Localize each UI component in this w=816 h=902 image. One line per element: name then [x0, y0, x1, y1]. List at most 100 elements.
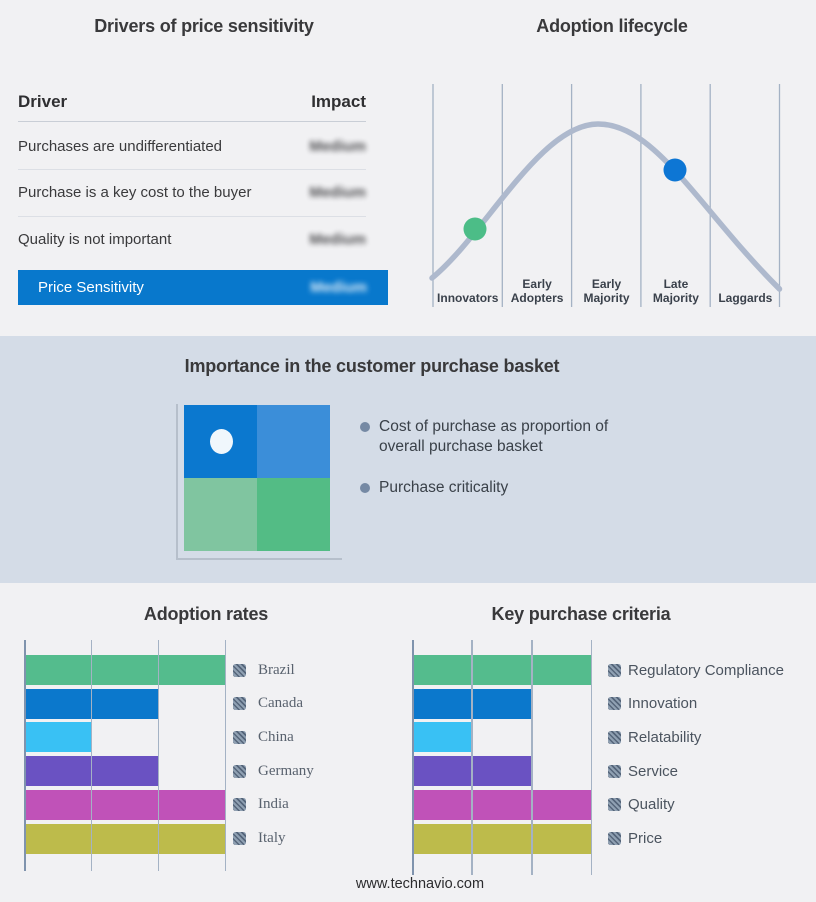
- chart-gridline: [91, 640, 93, 871]
- bell-curve: [429, 121, 783, 292]
- chart-axis-line: [411, 640, 414, 875]
- legend-item: Quality: [608, 796, 675, 814]
- late-majority-stage-dot: [663, 158, 687, 182]
- legend-label: Quality: [628, 796, 675, 814]
- stage-label: Early Adopters: [510, 277, 564, 305]
- legend-item: Relatability: [608, 728, 702, 746]
- purchase-basket-matrix: [184, 405, 330, 551]
- bar-relatability: [412, 722, 472, 753]
- price-sensitivity-label: Price Sensitivity: [38, 279, 144, 296]
- matrix-quadrant: [257, 405, 330, 478]
- legend-label: India: [258, 796, 289, 813]
- legend-label: Service: [628, 762, 679, 780]
- adoption-rates-title: Adoption rates: [143, 604, 269, 624]
- purchase-basket-band: [0, 336, 816, 583]
- legend-label: Innovation: [628, 695, 698, 713]
- key-purchase-criteria-title: Key purchase criteria: [491, 604, 671, 624]
- table-row: Purchases are undifferentiated Medium: [18, 124, 366, 171]
- impact-cell: Medium: [309, 138, 366, 156]
- bullet-item: Cost of purchase as proportion of overal…: [360, 417, 650, 457]
- lifecycle-gridlines: [432, 84, 781, 307]
- matrix-x-axis: [176, 558, 342, 560]
- matrix-quadrant: [184, 478, 257, 551]
- matrix-quadrant: [257, 478, 330, 551]
- legend-item: Regulatory Compliance: [608, 661, 784, 679]
- bar-india: [25, 789, 225, 820]
- price-sensitivity-impact-value: Medium: [310, 279, 367, 296]
- legend-swatch-icon: [608, 764, 621, 778]
- legend-swatch-icon: [233, 697, 246, 711]
- driver-cell: Quality is not important: [18, 230, 172, 248]
- bar-china: [25, 722, 91, 753]
- legend-item: Germany: [233, 763, 314, 779]
- bullet-text: Cost of purchase as proportion of overal…: [379, 418, 609, 455]
- bullet-item: Purchase criticality: [360, 478, 650, 498]
- chart-gridline: [531, 640, 533, 875]
- table-row: Purchase is a key cost to the buyer Mediu…: [18, 170, 366, 217]
- legend-swatch-icon: [233, 798, 246, 812]
- table-row: Quality is not important Medium: [18, 217, 366, 262]
- bullet-text: Purchase criticality: [379, 479, 509, 496]
- bar-price: [412, 823, 591, 854]
- matrix-position-dot: [210, 429, 233, 454]
- matrix-y-axis: [176, 404, 178, 560]
- stage-label: Innovators: [437, 290, 499, 305]
- legend-item: China: [233, 729, 294, 745]
- legend-swatch-icon: [608, 798, 621, 812]
- legend-swatch-icon: [608, 663, 621, 677]
- legend-swatch-icon: [233, 730, 246, 744]
- chart-gridline: [591, 640, 593, 875]
- impact-cell: Medium: [309, 230, 366, 248]
- legend-label: Italy: [258, 830, 286, 846]
- lifecycle-stage-labels: Innovators Early Adopters Early Majority La…: [433, 268, 780, 305]
- drivers-panel-title: Drivers of price sensitivity: [94, 16, 314, 36]
- bar-quality: [412, 789, 591, 820]
- drivers-table-header: Driver Impact: [18, 92, 366, 122]
- price-sensitivity-row: Price Sensitivity Medium: [18, 270, 388, 305]
- impact-cell: Medium: [309, 184, 366, 202]
- footer-url: www.technavio.com: [355, 876, 485, 892]
- innovators-stage-dot: [463, 217, 487, 241]
- stage-label: Laggards: [718, 290, 773, 305]
- legend-item: Brazil: [233, 662, 295, 678]
- legend-label: Brazil: [258, 661, 295, 678]
- legend-label: Relatability: [628, 728, 702, 746]
- legend-swatch-icon: [608, 697, 621, 711]
- driver-cell: Purchase is a key cost to the buyer: [18, 184, 252, 202]
- lifecycle-panel-title: Adoption lifecycle: [536, 16, 688, 36]
- legend-swatch-icon: [233, 832, 246, 845]
- legend-label: China: [258, 728, 294, 745]
- chart-gridline: [158, 640, 160, 871]
- drivers-table-body: Purchases are undifferentiated Medium Purc…: [18, 124, 366, 262]
- basket-bullet-list: Cost of purchase as proportion of overal…: [360, 417, 650, 519]
- legend-label: Regulatory Compliance: [628, 661, 784, 679]
- stage-label: Early Majority: [583, 277, 630, 305]
- legend-label: Canada: [258, 695, 303, 712]
- column-header-driver: Driver: [18, 92, 68, 111]
- legend-item: India: [233, 796, 289, 813]
- legend-item: Price: [608, 830, 663, 847]
- bar-italy: [25, 823, 225, 854]
- column-header-impact: Impact: [311, 92, 366, 111]
- legend-swatch-icon: [608, 832, 621, 845]
- chart-gridline: [225, 640, 227, 871]
- chart-gridline: [471, 640, 473, 875]
- adoption-lifecycle-chart: [429, 84, 783, 307]
- legend-label: Germany: [258, 762, 314, 779]
- legend-swatch-icon: [608, 730, 621, 744]
- chart-axis-line: [24, 640, 27, 871]
- legend-item: Innovation: [608, 695, 698, 713]
- legend-item: Canada: [233, 695, 303, 712]
- stage-label: Late Majority: [652, 277, 699, 305]
- legend-swatch-icon: [233, 663, 246, 677]
- bar-regulatory-compliance: [412, 655, 591, 685]
- driver-cell: Purchases are undifferentiated: [18, 138, 223, 156]
- bar-brazil: [25, 655, 225, 685]
- legend-item: Service: [608, 762, 679, 780]
- legend-swatch-icon: [233, 764, 246, 778]
- legend-item: Italy: [233, 830, 286, 847]
- legend-label: Price: [628, 830, 663, 847]
- basket-panel-title: Importance in the customer purchase bask…: [184, 356, 560, 376]
- bullet-marker-icon: [360, 483, 370, 493]
